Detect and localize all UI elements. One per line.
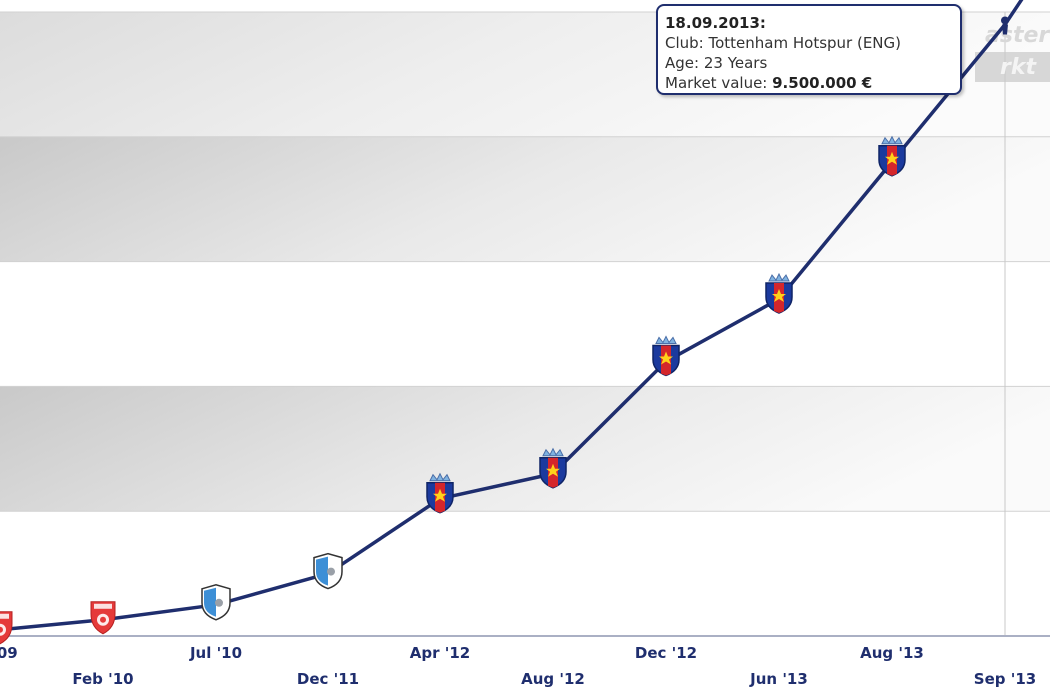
x-tick-label: Jul '10 xyxy=(189,644,242,662)
data-point-marker[interactable] xyxy=(652,335,680,377)
data-point-marker[interactable] xyxy=(1001,16,1009,35)
plot-band xyxy=(0,511,1050,636)
x-tick-label: Jun '13 xyxy=(749,670,808,688)
data-point-marker[interactable] xyxy=(90,601,116,635)
club-markers xyxy=(0,16,1009,645)
x-tick-label: Aug '12 xyxy=(521,670,585,688)
plot-band xyxy=(0,261,1050,387)
x-tick-label: Apr '12 xyxy=(410,644,470,662)
x-tick-label: Aug '13 xyxy=(860,644,924,662)
data-point-marker[interactable] xyxy=(426,472,454,514)
data-point-marker[interactable] xyxy=(539,447,567,489)
data-point-marker[interactable] xyxy=(0,611,13,645)
data-point-marker[interactable] xyxy=(878,135,906,177)
svg-text:rkt: rkt xyxy=(1000,55,1037,80)
x-tick-label: '09 xyxy=(0,644,18,662)
x-tick-label: Dec '11 xyxy=(297,670,359,688)
tooltip-market-label: Market value: xyxy=(665,74,773,92)
plot-band xyxy=(0,136,1050,262)
x-axis-ticks: '09 Feb '10 Jul '10 Dec '11 Apr '12 Aug '12 De… xyxy=(0,644,1036,688)
tooltip-market-value: Market value: 9.500.000 € xyxy=(665,73,953,93)
x-tick-label: Feb '10 xyxy=(72,670,133,688)
plot-band xyxy=(0,386,1050,512)
data-point-marker[interactable] xyxy=(201,584,231,621)
gridlines xyxy=(0,11,1050,637)
x-tick-label: Dec '12 xyxy=(635,644,697,662)
tooltip-market-amount: 9.500.000 € xyxy=(772,74,873,92)
tooltip-age: Age: 23 Years xyxy=(665,54,768,72)
tooltip-date: 18.09.2013: xyxy=(665,14,766,32)
data-point-marker[interactable] xyxy=(765,272,793,314)
watermark-logo: aster rkt xyxy=(975,23,1050,82)
x-tick-label: Sep '13 xyxy=(974,670,1036,688)
plot-background-bands xyxy=(0,12,1050,636)
data-point-tooltip: 18.09.2013: Club: Tottenham Hotspur (ENG… xyxy=(656,4,962,95)
tooltip-club: Club: Tottenham Hotspur (ENG) xyxy=(665,34,902,52)
data-point-marker[interactable] xyxy=(313,552,343,590)
